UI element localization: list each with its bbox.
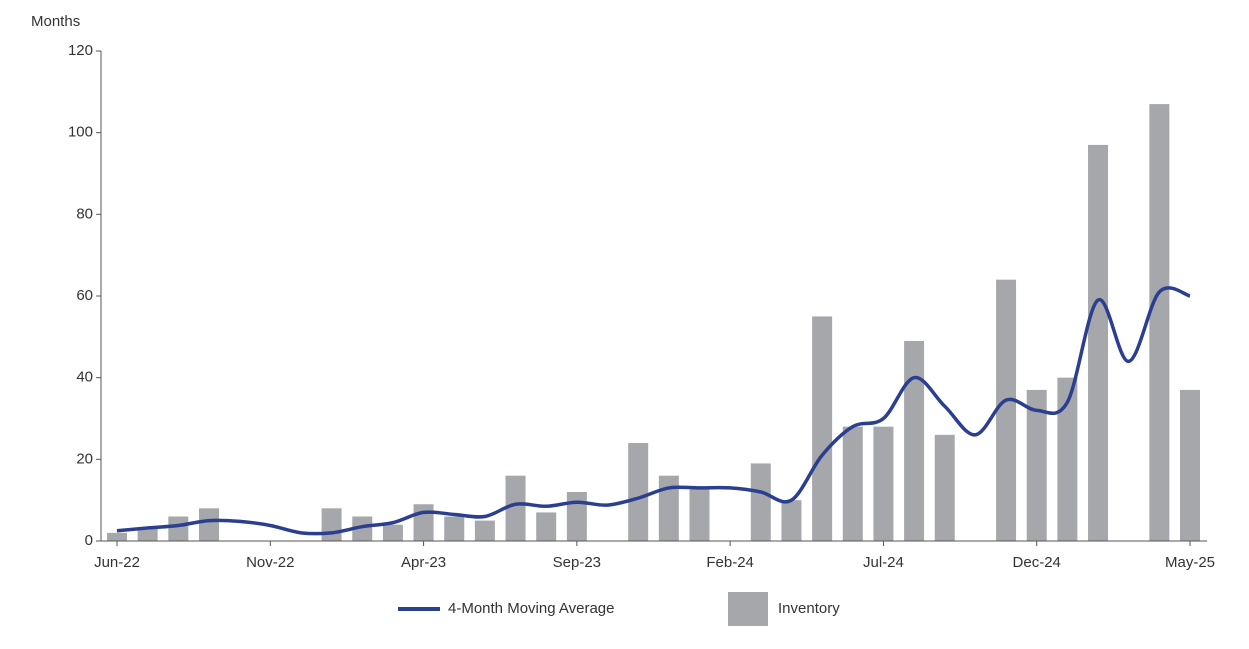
y-tick-label: 60	[76, 287, 93, 304]
bar	[137, 528, 158, 541]
bar	[107, 532, 127, 541]
y-tick-label: 20	[76, 450, 93, 467]
y-tick-label: 80	[76, 205, 93, 222]
x-tick-label: Jul-24	[863, 554, 904, 571]
y-tick-label: 100	[68, 124, 93, 141]
bar	[505, 475, 526, 541]
x-tick-label: Jun-22	[94, 554, 140, 571]
bar	[536, 512, 557, 541]
x-tick-label: May-25	[1165, 554, 1215, 571]
bar	[444, 516, 465, 541]
bar	[382, 524, 403, 541]
bar	[781, 500, 802, 541]
bar	[1149, 104, 1170, 541]
legend-label: Inventory	[778, 600, 840, 617]
x-tick-label: Feb-24	[706, 554, 754, 571]
bar	[658, 475, 679, 541]
bar	[628, 443, 649, 541]
x-tick-label: Apr-23	[401, 554, 446, 571]
bar	[1026, 389, 1047, 541]
bar	[996, 279, 1017, 541]
bar	[750, 463, 771, 541]
x-tick-label: Nov-22	[246, 554, 294, 571]
bar	[812, 316, 833, 541]
bar	[474, 520, 495, 541]
bar	[413, 504, 434, 541]
x-tick-label: Dec-24	[1013, 554, 1061, 571]
bar	[566, 492, 587, 541]
x-tick-label: Sep-23	[553, 554, 601, 571]
bar	[352, 516, 373, 541]
bar	[689, 487, 710, 541]
y-tick-label: 40	[76, 369, 93, 386]
bar	[904, 340, 925, 541]
bar	[934, 434, 955, 541]
bar	[1088, 144, 1109, 541]
y-axis-label: Months	[31, 13, 80, 30]
bar	[1180, 389, 1200, 541]
bar	[321, 508, 342, 541]
legend-label: 4-Month Moving Average	[448, 600, 615, 617]
legend-swatch	[728, 592, 768, 626]
bar	[198, 508, 219, 541]
bar	[168, 516, 189, 541]
bar	[873, 426, 894, 541]
y-tick-label: 0	[85, 532, 93, 549]
bar	[842, 426, 863, 541]
bar	[1057, 377, 1078, 541]
y-tick-label: 120	[68, 42, 93, 59]
line	[116, 286, 1191, 536]
